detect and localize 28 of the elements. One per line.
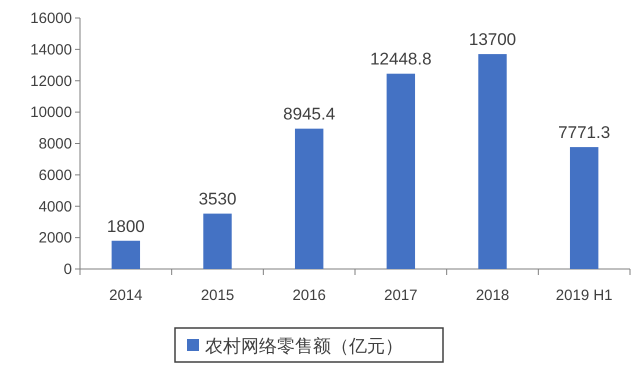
legend-label: 农村网络零售额（亿元） xyxy=(205,336,403,356)
data-label: 13700 xyxy=(468,30,516,50)
y-tick-label: 6000 xyxy=(38,166,72,184)
y-tick-label: 0 xyxy=(64,261,72,278)
x-tick-label: 2017 xyxy=(384,287,418,304)
bar xyxy=(203,214,232,269)
bar xyxy=(386,74,416,269)
y-tick-label: 12000 xyxy=(30,72,72,90)
y-tick-label: 2000 xyxy=(38,230,72,247)
y-tick-label: 14000 xyxy=(30,41,72,58)
y-tick-label: 16000 xyxy=(30,10,72,27)
x-tick-label: 2018 xyxy=(476,287,510,304)
y-tick-label: 4000 xyxy=(38,198,72,216)
data-label: 7771.3 xyxy=(558,123,610,142)
data-label: 3530 xyxy=(198,190,236,209)
data-label: 1800 xyxy=(106,216,145,236)
x-tick-label: 2015 xyxy=(200,287,234,304)
x-tick-label: 2014 xyxy=(109,287,143,304)
bar xyxy=(112,240,140,269)
x-tick-label: 2016 xyxy=(292,287,326,304)
bar xyxy=(294,128,324,269)
x-tick-label: 2019 H1 xyxy=(556,287,613,304)
data-label: 12448.8 xyxy=(370,50,432,69)
bar xyxy=(478,54,507,269)
bar xyxy=(570,147,598,269)
y-tick-label: 8000 xyxy=(38,136,72,152)
y-tick-label: 10000 xyxy=(30,104,72,122)
data-label: 8945.4 xyxy=(283,104,336,124)
